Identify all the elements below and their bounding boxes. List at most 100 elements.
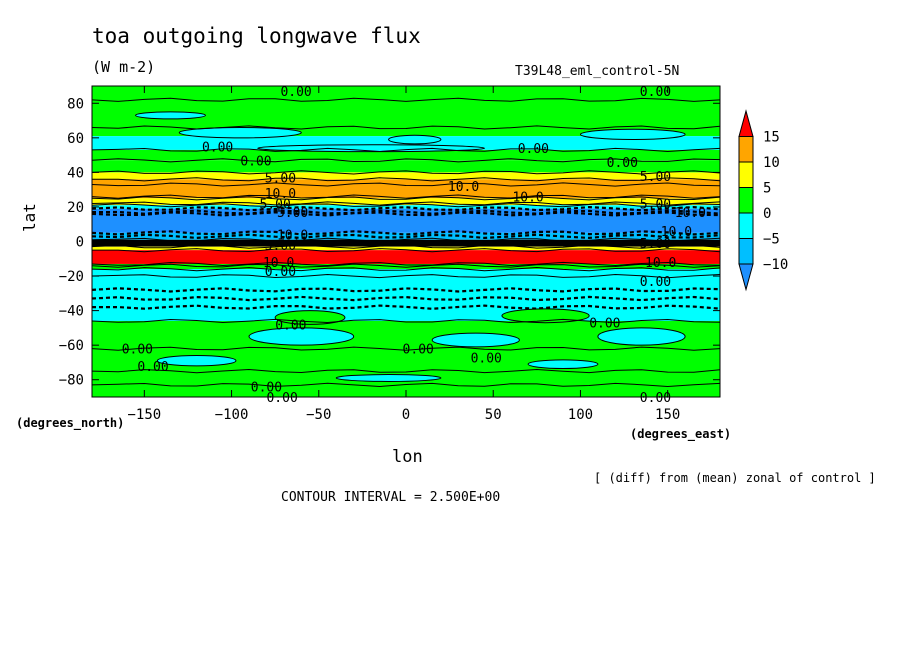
zonal-band xyxy=(92,276,720,321)
chart-units: (W m-2) xyxy=(92,58,156,76)
contour-line xyxy=(92,241,720,246)
contour-label: 0.00 xyxy=(607,156,638,171)
contour-label: 0.00 xyxy=(137,360,168,375)
contour-label: 0.00 xyxy=(240,154,271,169)
contour-line xyxy=(92,147,720,153)
colorbar: 15 10 5 0 −5 −10 xyxy=(738,109,788,292)
run-name: T39L48_eml_control-5N xyxy=(515,64,680,79)
contour-label: 0.00 xyxy=(640,85,671,100)
contour-label: 0.00 xyxy=(471,351,502,366)
contour-label: 0.00 xyxy=(275,318,306,333)
zonal-band xyxy=(92,246,720,251)
zonal-band xyxy=(92,149,720,161)
axis-ticks: −150 −100 −50 0 50 100 150 80 60 40 20 0 −20 −40 −60 −8… xyxy=(59,86,720,423)
contour-label: 10.0 xyxy=(263,256,294,271)
contour-label: 10.0 xyxy=(512,191,543,206)
contour-line xyxy=(92,263,720,268)
contour-label: 10.0 xyxy=(277,229,308,244)
zonal-band xyxy=(92,160,720,173)
contour-line xyxy=(92,266,720,272)
contour-line xyxy=(92,203,720,208)
x-tick-label: −50 xyxy=(306,407,331,423)
contour-label: 0.00 xyxy=(518,142,549,157)
contour-line xyxy=(92,97,720,102)
colorbar-segment xyxy=(738,161,754,188)
zonal-band xyxy=(92,263,720,270)
y-tick-label: 60 xyxy=(67,131,84,147)
y-tick-label: 20 xyxy=(67,200,84,216)
contour-label: 10.0 xyxy=(448,180,479,195)
x-tick-label: 0 xyxy=(402,407,410,423)
contour-patch xyxy=(527,359,599,369)
y-tick-label: 80 xyxy=(67,96,84,112)
colorbar-tick-label: 5 xyxy=(763,181,771,197)
contour-label: 0.00 xyxy=(280,85,311,100)
contour-label: 0.00 xyxy=(251,381,282,396)
contour-line xyxy=(92,346,720,351)
colorbar-tick-label: 10 xyxy=(763,155,780,171)
x-tick-label: −100 xyxy=(215,407,249,423)
contour-label: 0.00 xyxy=(122,343,153,358)
contour-line xyxy=(92,177,720,182)
colorbar-segment xyxy=(738,238,754,265)
contour-label: 0.00 xyxy=(266,391,297,406)
contour-line xyxy=(92,382,720,388)
y-tick-label: −20 xyxy=(59,269,84,285)
plot-area xyxy=(92,86,720,397)
contour-patch xyxy=(431,332,520,348)
contour-label: 5.00 xyxy=(265,172,296,187)
chart-title: toa outgoing longwave flux xyxy=(92,24,421,48)
zonal-band xyxy=(92,269,720,277)
zonal-band xyxy=(92,208,720,233)
contour-label: 5.00 xyxy=(260,197,291,212)
contour-line xyxy=(92,125,720,130)
contour-patch xyxy=(257,144,485,153)
contour-patch xyxy=(135,111,206,120)
contour-line xyxy=(92,196,720,201)
y-tick-label: −60 xyxy=(59,338,84,354)
contour-line xyxy=(92,158,720,163)
colorbar-bottom-arrow xyxy=(738,263,754,292)
zonal-band xyxy=(92,250,720,264)
y-tick-label: −40 xyxy=(59,304,84,320)
contour-label: 5.00 xyxy=(640,237,671,252)
contour-patch xyxy=(388,134,442,145)
contour-patch xyxy=(178,126,302,139)
contour-label: 0.00 xyxy=(640,275,671,290)
zonal-band xyxy=(92,198,720,206)
contour-label: 5.00 xyxy=(277,206,308,221)
contour-line xyxy=(92,182,720,187)
colorbar-top-arrow xyxy=(738,109,754,137)
colorbar-segment xyxy=(738,136,754,163)
y-axis-label: lat xyxy=(20,203,39,232)
colorbar-tick-label: −5 xyxy=(763,232,780,248)
contour-line xyxy=(92,368,720,374)
contour-interval: CONTOUR INTERVAL = 2.500E+00 xyxy=(281,490,501,505)
zonal-band xyxy=(92,239,720,247)
colorbar-tick-label: 0 xyxy=(763,206,771,222)
contour-patch xyxy=(248,327,355,346)
y-tick-label: 0 xyxy=(76,235,84,251)
zonal-band xyxy=(92,172,720,180)
contour-label: 10.0 xyxy=(265,187,296,202)
contour-line xyxy=(92,248,720,253)
zonal-band xyxy=(92,179,720,199)
colorbar-tick-label: −10 xyxy=(763,257,788,273)
contour-label: 10.0 xyxy=(675,206,706,221)
zonal-band xyxy=(92,232,720,240)
y-tick-label: 40 xyxy=(67,165,84,181)
colorbar-segment xyxy=(738,187,754,214)
contour-label: 0.00 xyxy=(589,317,620,332)
contour-line xyxy=(92,237,720,242)
contour-label: 0.00 xyxy=(202,140,233,155)
contour-label: 10.0 xyxy=(645,256,676,271)
contour-line xyxy=(92,318,720,324)
contour-patch xyxy=(335,374,442,382)
contour-patch xyxy=(579,128,686,141)
footnote: [ (diff) from (mean) zonal of control ] xyxy=(594,471,876,485)
contour-label: 5.00 xyxy=(640,170,671,185)
x-axis-label: lon xyxy=(392,447,423,467)
y-axis-unit: (degrees_north) xyxy=(16,416,125,430)
x-axis-unit: (degrees_east) xyxy=(630,427,732,441)
